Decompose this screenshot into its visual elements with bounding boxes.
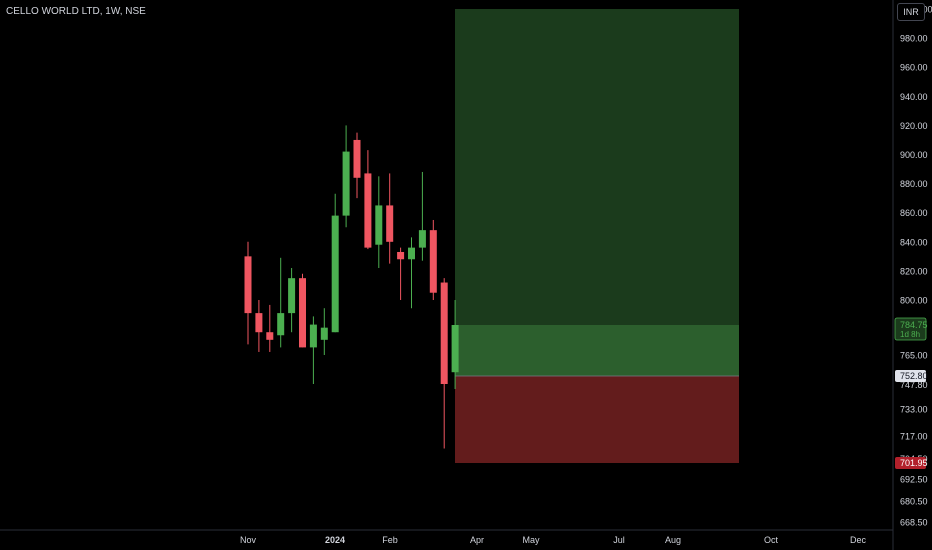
candle-body [299, 278, 306, 348]
candle [331, 193, 339, 333]
current-price-label: 784.75 [900, 320, 928, 330]
time-tick-label: Feb [382, 535, 398, 545]
price-axis[interactable]: 668.50680.50692.50704.50717.00733.00747.… [900, 5, 932, 528]
candle-body [451, 325, 459, 373]
price-tick-label: 747.80 [900, 380, 928, 390]
candle [440, 278, 448, 449]
price-tick-label: 940.00 [900, 92, 928, 102]
candle-body [331, 215, 339, 333]
price-tick-label: 820.00 [900, 266, 928, 276]
candle [244, 241, 252, 345]
price-tick-label: 765.00 [900, 351, 928, 361]
price-tick-label: 668.50 [900, 518, 928, 528]
candle-body [277, 313, 285, 336]
price-tick-label: 840.00 [900, 237, 928, 247]
candle [266, 304, 274, 352]
candle [255, 300, 263, 352]
time-tick-label: Dec [850, 535, 867, 545]
price-tick-label: 800.00 [900, 296, 928, 306]
stop-price-label: 701.95 [900, 458, 928, 468]
price-tick-label: 860.00 [900, 208, 928, 218]
time-tick-label: Nov [240, 535, 257, 545]
chart-title: CELLO WORLD LTD, 1W, NSE [6, 6, 146, 17]
candle [342, 125, 350, 228]
candle [320, 308, 328, 355]
candle-body [244, 256, 252, 314]
candle [451, 300, 459, 389]
candle-body [353, 139, 361, 178]
stop-price-badge [895, 457, 926, 469]
time-tick-label: Aug [665, 535, 681, 545]
long-position-tool[interactable] [455, 9, 739, 463]
candle-body [266, 332, 274, 340]
candle-body [418, 230, 426, 248]
candle [288, 267, 296, 333]
candle-body [440, 282, 448, 384]
candle [386, 173, 394, 264]
time-tick-label: Jul [613, 535, 625, 545]
candle-body [342, 151, 350, 216]
candle [364, 150, 372, 250]
currency-button[interactable]: INR [897, 3, 925, 21]
candle-body [429, 230, 437, 293]
price-tick-label: 920.00 [900, 121, 928, 131]
candle-body [386, 205, 394, 242]
candle-body [255, 313, 263, 333]
price-tick-label: 717.00 [900, 432, 928, 442]
bar-countdown: 1d 8h [900, 330, 920, 339]
current-price-badge [894, 317, 927, 341]
price-tick-label: 960.00 [900, 63, 928, 73]
entry-price-badge [895, 370, 926, 382]
profit-zone [455, 9, 739, 325]
price-tick-label: 692.50 [900, 475, 928, 485]
time-tick-label: May [522, 535, 540, 545]
realized-profit-zone [455, 325, 739, 376]
candle-body [288, 278, 296, 314]
candle [408, 237, 415, 309]
candle-body [309, 324, 317, 348]
candle [309, 316, 317, 384]
candle-body [375, 205, 383, 245]
price-tick-label: 980.00 [900, 34, 928, 44]
price-tick-label: 900.00 [900, 150, 928, 160]
price-tick-label: 880.00 [900, 179, 928, 189]
time-tick-label: Oct [764, 535, 779, 545]
time-tick-label: 2024 [325, 535, 345, 545]
price-tick-label: 733.00 [900, 405, 928, 415]
candle [277, 257, 285, 348]
entry-price-label: 752.80 [900, 371, 928, 381]
price-tick-label: 680.50 [900, 497, 928, 507]
candle [299, 273, 306, 348]
candle [375, 176, 383, 268]
candle-body [397, 251, 405, 260]
candle-body [320, 327, 328, 340]
candles [244, 125, 459, 449]
time-axis[interactable]: Nov 2024 Feb Apr May Jul Aug Oct Dec [240, 535, 867, 545]
candle-body [364, 173, 372, 248]
candle [353, 132, 361, 199]
stop-loss-zone [455, 376, 739, 463]
time-tick-label: Apr [470, 535, 484, 545]
candle [397, 247, 405, 300]
candle-body [408, 247, 415, 260]
candle [418, 171, 426, 261]
candle [429, 219, 437, 300]
